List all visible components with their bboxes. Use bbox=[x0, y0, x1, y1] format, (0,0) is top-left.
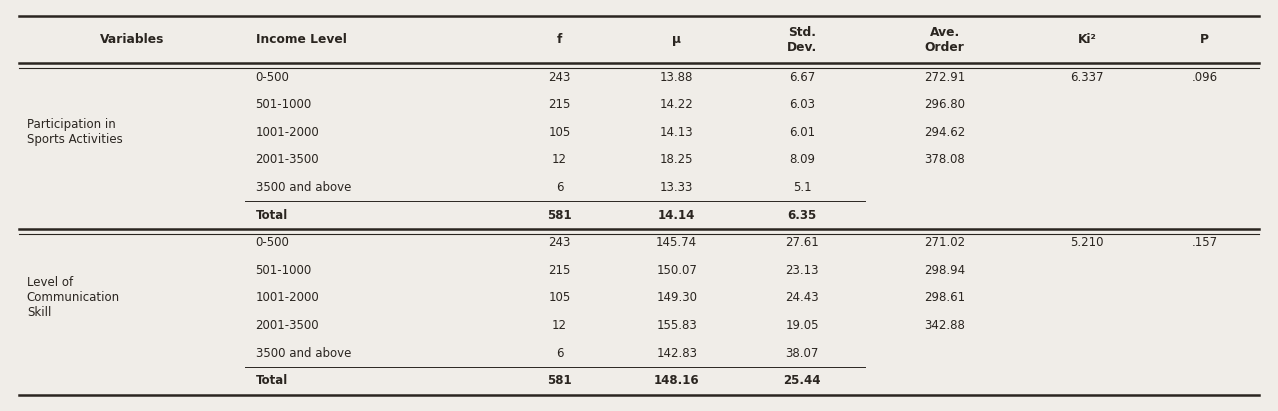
Text: Ki²: Ki² bbox=[1077, 33, 1097, 46]
Text: .157: .157 bbox=[1191, 236, 1218, 249]
Text: 298.61: 298.61 bbox=[924, 291, 965, 305]
Text: 6.337: 6.337 bbox=[1071, 71, 1104, 84]
Text: 3500 and above: 3500 and above bbox=[256, 346, 351, 360]
Text: 19.05: 19.05 bbox=[786, 319, 819, 332]
Text: 5.1: 5.1 bbox=[794, 181, 812, 194]
Text: 27.61: 27.61 bbox=[786, 236, 819, 249]
Text: 148.16: 148.16 bbox=[654, 374, 699, 387]
Text: 501-1000: 501-1000 bbox=[256, 264, 312, 277]
Text: 581: 581 bbox=[547, 209, 571, 222]
Text: Level of
Communication
Skill: Level of Communication Skill bbox=[27, 277, 120, 319]
Text: Variables: Variables bbox=[100, 33, 165, 46]
Text: μ: μ bbox=[672, 33, 681, 46]
Text: 215: 215 bbox=[548, 98, 570, 111]
Text: 149.30: 149.30 bbox=[656, 291, 698, 305]
Text: 12: 12 bbox=[552, 319, 567, 332]
Text: 145.74: 145.74 bbox=[656, 236, 698, 249]
Text: 18.25: 18.25 bbox=[659, 153, 694, 166]
Text: 6.01: 6.01 bbox=[790, 126, 815, 139]
Text: Total: Total bbox=[256, 374, 288, 387]
Text: 12: 12 bbox=[552, 153, 567, 166]
Text: 14.14: 14.14 bbox=[658, 209, 695, 222]
Text: 271.02: 271.02 bbox=[924, 236, 965, 249]
Text: 142.83: 142.83 bbox=[656, 346, 698, 360]
Text: 5.210: 5.210 bbox=[1071, 236, 1104, 249]
Text: 38.07: 38.07 bbox=[786, 346, 819, 360]
Text: 6: 6 bbox=[556, 346, 564, 360]
Text: 13.33: 13.33 bbox=[659, 181, 694, 194]
Text: 6.03: 6.03 bbox=[790, 98, 815, 111]
Text: 243: 243 bbox=[548, 236, 570, 249]
Text: 1001-2000: 1001-2000 bbox=[256, 291, 320, 305]
Text: Income Level: Income Level bbox=[256, 33, 346, 46]
Text: 8.09: 8.09 bbox=[790, 153, 815, 166]
Text: 342.88: 342.88 bbox=[924, 319, 965, 332]
Text: 501-1000: 501-1000 bbox=[256, 98, 312, 111]
Text: 6.67: 6.67 bbox=[790, 71, 815, 84]
Text: 2001-3500: 2001-3500 bbox=[256, 319, 320, 332]
Text: 105: 105 bbox=[548, 126, 570, 139]
Text: 150.07: 150.07 bbox=[657, 264, 697, 277]
Text: 243: 243 bbox=[548, 71, 570, 84]
Text: 0-500: 0-500 bbox=[256, 71, 289, 84]
Text: 24.43: 24.43 bbox=[786, 291, 819, 305]
Text: 14.13: 14.13 bbox=[659, 126, 694, 139]
Text: 294.62: 294.62 bbox=[924, 126, 965, 139]
Text: P: P bbox=[1200, 33, 1209, 46]
Text: 272.91: 272.91 bbox=[924, 71, 965, 84]
Text: 0-500: 0-500 bbox=[256, 236, 289, 249]
Text: Std.
Dev.: Std. Dev. bbox=[787, 26, 818, 54]
Text: 581: 581 bbox=[547, 374, 571, 387]
Text: Ave.
Order: Ave. Order bbox=[925, 26, 965, 54]
Text: 14.22: 14.22 bbox=[659, 98, 694, 111]
Text: .096: .096 bbox=[1191, 71, 1218, 84]
Text: 1001-2000: 1001-2000 bbox=[256, 126, 320, 139]
Text: 296.80: 296.80 bbox=[924, 98, 965, 111]
Text: 25.44: 25.44 bbox=[783, 374, 820, 387]
Text: 105: 105 bbox=[548, 291, 570, 305]
Text: 2001-3500: 2001-3500 bbox=[256, 153, 320, 166]
Text: 13.88: 13.88 bbox=[659, 71, 694, 84]
Text: 378.08: 378.08 bbox=[924, 153, 965, 166]
Text: Participation in
Sports Activities: Participation in Sports Activities bbox=[27, 118, 123, 146]
Text: 6.35: 6.35 bbox=[787, 209, 817, 222]
Text: 6: 6 bbox=[556, 181, 564, 194]
Text: 155.83: 155.83 bbox=[657, 319, 697, 332]
Text: Total: Total bbox=[256, 209, 288, 222]
Text: 3500 and above: 3500 and above bbox=[256, 181, 351, 194]
Text: 298.94: 298.94 bbox=[924, 264, 965, 277]
Text: 23.13: 23.13 bbox=[786, 264, 819, 277]
Text: 215: 215 bbox=[548, 264, 570, 277]
Text: f: f bbox=[557, 33, 562, 46]
